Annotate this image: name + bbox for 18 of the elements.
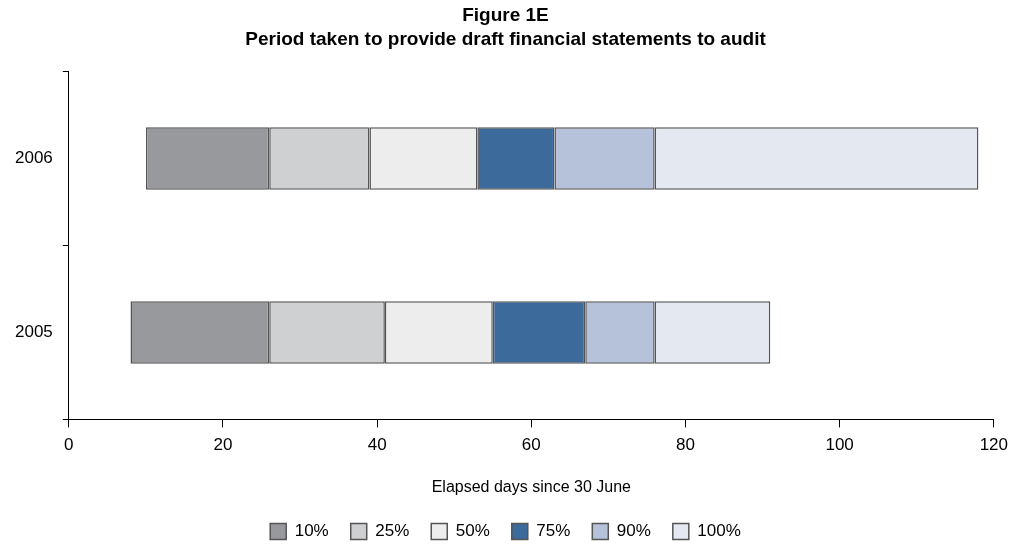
x-tick-label: 120 [979, 435, 1009, 455]
legend-label: 100% [697, 521, 741, 541]
chart-title: Figure 1E [462, 3, 549, 25]
legend-label: 25% [375, 521, 410, 541]
chart-subtitle: Period taken to provide draft financial statements to audit [245, 28, 767, 50]
x-tick-label: 0 [64, 435, 74, 455]
x-tick-label: 100 [825, 435, 854, 455]
x-tick-label: 20 [213, 435, 233, 455]
legend-label: 10% [294, 521, 329, 541]
x-tick-label: 80 [676, 435, 695, 455]
x-axis-title: Elapsed days since 30 June [431, 477, 632, 495]
legend-label: 50% [455, 521, 490, 541]
legend-label: 90% [616, 521, 651, 541]
legend-label: 75% [536, 521, 571, 541]
x-tick-label: 40 [367, 435, 387, 455]
y-tick-label: 2005 [14, 322, 53, 342]
y-tick-label: 2006 [14, 148, 53, 168]
x-tick-label: 60 [521, 435, 541, 455]
